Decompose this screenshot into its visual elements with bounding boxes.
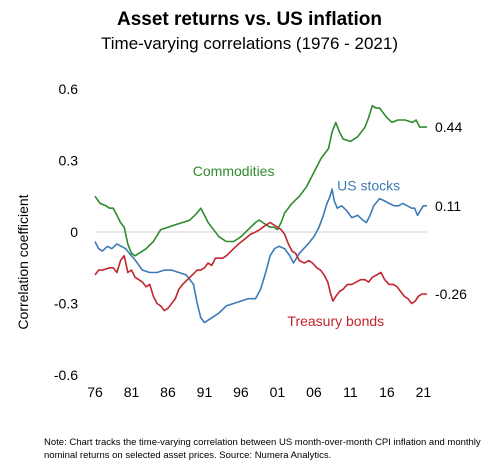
x-tick-label: 76 xyxy=(87,384,103,400)
end-value-label-us-stocks: 0.11 xyxy=(435,198,461,214)
x-tick-label: 91 xyxy=(197,384,213,400)
x-tick-label: 01 xyxy=(270,384,286,400)
series-annotation-treasury-bonds: Treasury bonds xyxy=(287,313,384,329)
y-tick-label: -0.3 xyxy=(54,296,78,312)
x-tick-label: 06 xyxy=(306,384,322,400)
x-tick-label: 11 xyxy=(343,384,358,400)
chart-subtitle: Time-varying correlations (1976 - 2021) xyxy=(101,34,398,53)
chart-title: Asset returns vs. US inflation xyxy=(116,9,382,30)
y-tick-label: 0 xyxy=(70,224,78,240)
series-annotation-us-stocks: US stocks xyxy=(337,177,400,193)
x-tick-label: 96 xyxy=(233,384,249,400)
end-value-label-commodities: 0.44 xyxy=(435,119,462,135)
y-tick-label: 0.3 xyxy=(59,153,79,169)
series-line-us-stocks xyxy=(94,188,427,324)
x-tick-label: 86 xyxy=(160,384,176,400)
y-tick-label: -0.6 xyxy=(54,367,78,383)
x-tick-label: 81 xyxy=(124,384,140,400)
chart-note: Note: Chart tracks the time-varying corr… xyxy=(44,437,481,461)
y-axis-label: Correlation coefficient xyxy=(15,194,31,329)
end-value-label-treasury-bonds: -0.26 xyxy=(435,286,467,302)
x-tick-label: 16 xyxy=(379,384,395,400)
x-tick-label: 21 xyxy=(416,384,432,400)
series-line-treasury-bonds xyxy=(94,221,427,312)
series-annotation-commodities: Commodities xyxy=(193,163,275,179)
y-tick-label: 0.6 xyxy=(59,81,79,97)
